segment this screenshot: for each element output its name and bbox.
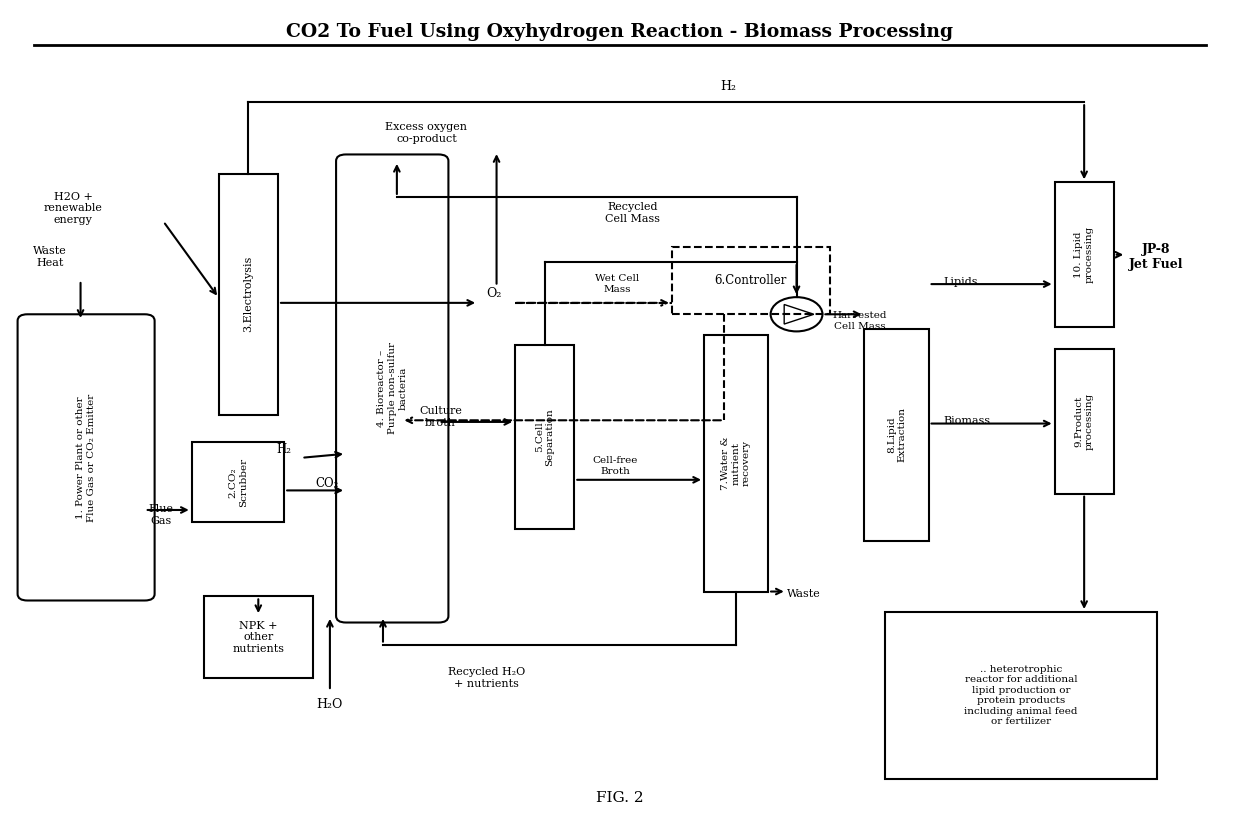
Text: .. heterotrophic
reactor for additional
lipid production or
protein products
inc: .. heterotrophic reactor for additional … (965, 665, 1078, 726)
Bar (205, 596, 312, 678)
Text: Recycled H₂O
+ nutrients: Recycled H₂O + nutrients (448, 667, 526, 689)
Text: Waste
Heat: Waste Heat (32, 246, 67, 268)
Text: H₂O: H₂O (316, 698, 343, 710)
Text: 7.Water &
nutrient
recovery: 7.Water & nutrient recovery (722, 436, 751, 490)
Text: 10. Lipid
processing: 10. Lipid processing (1074, 226, 1094, 283)
Bar (672, 247, 830, 314)
Bar (218, 174, 278, 415)
Text: 1. Power Plant or other
Flue Gas or CO₂ Emitter: 1. Power Plant or other Flue Gas or CO₂ … (77, 393, 95, 521)
Bar (885, 612, 1157, 779)
Text: 3.Electrolysis: 3.Electrolysis (243, 256, 253, 333)
Text: Waste: Waste (786, 589, 821, 599)
Text: FIG. 2: FIG. 2 (596, 791, 644, 805)
Bar (864, 329, 929, 541)
FancyBboxPatch shape (17, 314, 155, 600)
Bar (192, 443, 284, 522)
Text: Excess oxygen
co-product: Excess oxygen co-product (386, 122, 467, 144)
Text: Flue
Gas: Flue Gas (149, 504, 174, 525)
Text: H2O +
renewable
energy: H2O + renewable energy (43, 191, 103, 225)
FancyBboxPatch shape (336, 154, 449, 622)
Text: JP-8
Jet Fuel: JP-8 Jet Fuel (1128, 243, 1183, 271)
Bar (1054, 349, 1114, 493)
Text: Recycled
Cell Mass: Recycled Cell Mass (605, 202, 660, 224)
Text: 9.Product
processing: 9.Product processing (1074, 392, 1094, 450)
Bar (515, 346, 574, 529)
Text: 6.Controller: 6.Controller (714, 274, 787, 287)
Text: Harvested
Cell Mass: Harvested Cell Mass (832, 311, 887, 331)
Text: NPK +
other
nutrients: NPK + other nutrients (232, 621, 284, 654)
Bar (704, 335, 768, 591)
Text: 8.Lipid
Extraction: 8.Lipid Extraction (887, 407, 906, 462)
Text: Lipids: Lipids (944, 277, 978, 287)
Text: 2.CO₂
Scrubber: 2.CO₂ Scrubber (228, 457, 248, 507)
Text: 5.Cell
Separation: 5.Cell Separation (534, 408, 554, 466)
Bar (1054, 182, 1114, 328)
Text: 4. Bioreactor –
Purple non-sulfur
bacteria: 4. Bioreactor – Purple non-sulfur bacter… (377, 342, 407, 434)
Text: CO2 To Fuel Using Oxyhydrogen Reaction - Biomass Processing: CO2 To Fuel Using Oxyhydrogen Reaction -… (286, 23, 954, 41)
Text: H₂: H₂ (277, 443, 291, 456)
Text: H₂: H₂ (720, 80, 737, 94)
Text: CO₂: CO₂ (316, 477, 339, 490)
Text: Biomass: Biomass (944, 416, 991, 426)
Text: O₂: O₂ (486, 287, 502, 300)
Text: Cell-free
Broth: Cell-free Broth (593, 456, 639, 475)
Text: Wet Cell
Mass: Wet Cell Mass (595, 274, 640, 294)
Text: Culture
broth: Culture broth (419, 406, 463, 428)
